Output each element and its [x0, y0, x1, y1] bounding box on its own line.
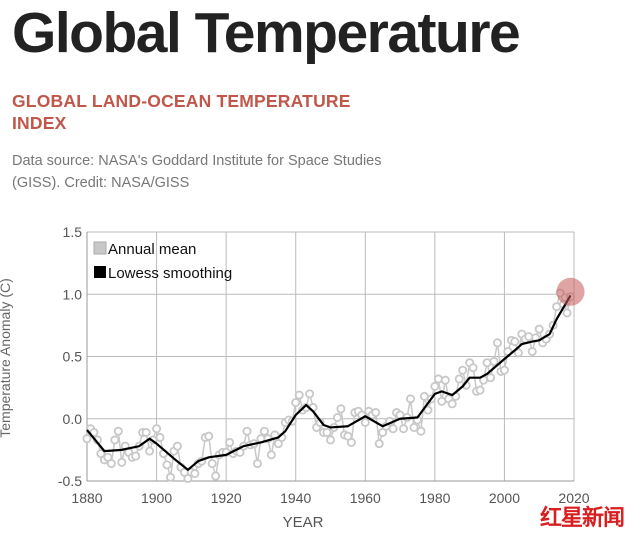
annual-mean-point [346, 437, 356, 447]
annual-mean-point [562, 308, 572, 318]
lowess-series [86, 294, 572, 471]
annual-mean-line [86, 290, 572, 481]
annual-mean-point [291, 398, 301, 408]
annual-mean-point [433, 374, 443, 384]
annual-mean-point [513, 348, 523, 358]
x-tick-label: 1920 [211, 490, 242, 506]
annual-mean-point [527, 347, 537, 357]
axis-ticks: 1880 1900 1920 1940 1960 1980 2000 2020 1.5 1.0 0.… [58, 224, 590, 506]
legend: Annual mean Lowess smoothing [93, 241, 232, 282]
annual-mean-point [172, 441, 182, 451]
annual-mean-point [106, 459, 116, 469]
annual-mean-point [499, 365, 509, 375]
annual-mean-point [131, 451, 141, 461]
annual-mean-point [406, 394, 416, 404]
annual-mean-point [486, 373, 496, 383]
annual-mean-point [145, 446, 155, 456]
annual-mean-point [371, 408, 381, 418]
annual-mean-point [510, 337, 520, 347]
annual-mean-point [242, 426, 252, 436]
annual-mean-point [388, 424, 398, 434]
annual-mean-point [492, 338, 502, 348]
x-tick-label: 1980 [419, 490, 450, 506]
legend-swatch-lowess [94, 266, 106, 278]
annual-mean-point [141, 427, 151, 437]
annual-mean-point [155, 432, 165, 442]
annual-mean-point [458, 365, 468, 375]
y-tick-label: 1.5 [63, 224, 83, 240]
annual-mean-point [204, 431, 214, 441]
y-tick-label: 1.0 [63, 286, 83, 302]
annual-mean-point [489, 356, 499, 366]
x-tick-label: 2020 [558, 490, 589, 506]
annual-mean-point [409, 422, 419, 432]
annual-mean-point [416, 426, 426, 436]
annual-mean-point [152, 424, 162, 434]
annual-mean-point [322, 427, 332, 437]
annual-mean-point [294, 390, 304, 400]
annual-mean-point [534, 324, 544, 334]
annual-mean-point [110, 435, 120, 445]
annual-mean-point [225, 437, 235, 447]
x-axis-label: YEAR [283, 514, 324, 531]
annual-mean-point [440, 375, 450, 385]
x-tick-label: 1880 [71, 490, 102, 506]
data-source-credit: Data source: NASA's Goddard Institute fo… [12, 153, 382, 191]
y-axis-label: Temperature Anomaly (C) [0, 278, 13, 438]
annual-mean-point [475, 385, 485, 395]
x-tick-label: 2000 [489, 490, 520, 506]
annual-mean-point [113, 426, 123, 436]
annual-mean-point [468, 363, 478, 373]
chart-subtitle: GLOBAL LAND-OCEAN TEMPERATURE INDEX [12, 91, 351, 133]
legend-label-annual: Annual mean [108, 241, 196, 258]
highlight-latest [556, 277, 585, 306]
x-tick-label: 1940 [280, 490, 311, 506]
annual-mean-point [447, 399, 457, 409]
page-title: Global Temperature [12, 1, 521, 65]
legend-swatch-annual [93, 241, 107, 255]
y-tick-label: -0.5 [58, 473, 82, 489]
y-tick-label: 0.0 [63, 411, 83, 427]
annual-mean-point [162, 460, 172, 470]
annual-mean-point [332, 413, 342, 423]
annual-mean-point [190, 469, 200, 479]
annual-mean-point [430, 381, 440, 391]
annual-mean-point [482, 358, 492, 368]
annual-mean-point [259, 426, 269, 436]
annual-mean-point [360, 417, 370, 427]
legend-label-lowess: Lowess smoothing [108, 265, 232, 282]
annual-mean-point [336, 404, 346, 414]
annual-mean-point [266, 450, 276, 460]
highlight-circle [556, 277, 585, 306]
annual-mean-point [207, 459, 217, 469]
annual-mean-series [82, 288, 576, 484]
lowess-line [86, 294, 572, 471]
annual-mean-point [82, 434, 92, 444]
annual-mean-point [325, 435, 335, 445]
annual-mean-point [117, 457, 127, 467]
watermark-logo: 红星新闻 [540, 505, 625, 531]
annual-mean-point [524, 332, 534, 342]
x-tick-label: 1960 [350, 490, 381, 506]
annual-mean-point [305, 389, 315, 399]
annual-mean-point [374, 439, 384, 449]
annual-mean-point [252, 459, 262, 469]
annual-mean-point [165, 472, 175, 482]
annual-mean-point [211, 471, 221, 481]
x-tick-label: 1900 [141, 490, 172, 506]
annual-mean-point [399, 424, 409, 434]
annual-mean-point [454, 374, 464, 384]
y-tick-label: 0.5 [63, 349, 83, 365]
